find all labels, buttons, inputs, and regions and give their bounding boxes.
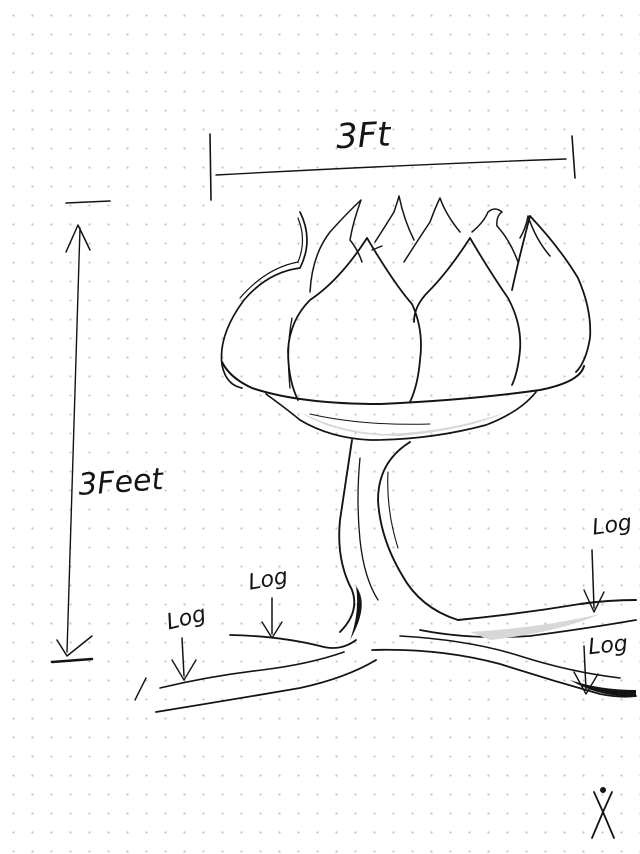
log-annotations: Log Log Log Log [164,510,634,695]
bowl-sculpture [220,195,592,441]
height-label: 3Feet [77,462,165,503]
log-label-left-1: Log [164,602,209,636]
log-label-left-2: Log [246,564,289,596]
width-dimension: 3Ft [209,114,576,201]
log-label-right-1: Log [591,510,634,540]
log-label-right-2: Log [587,631,629,660]
width-label: 3Ft [335,114,393,157]
height-dimension: 3Feet [50,200,166,664]
trunk [338,439,459,640]
roots [134,599,637,713]
corner-figure-logo [591,787,615,839]
